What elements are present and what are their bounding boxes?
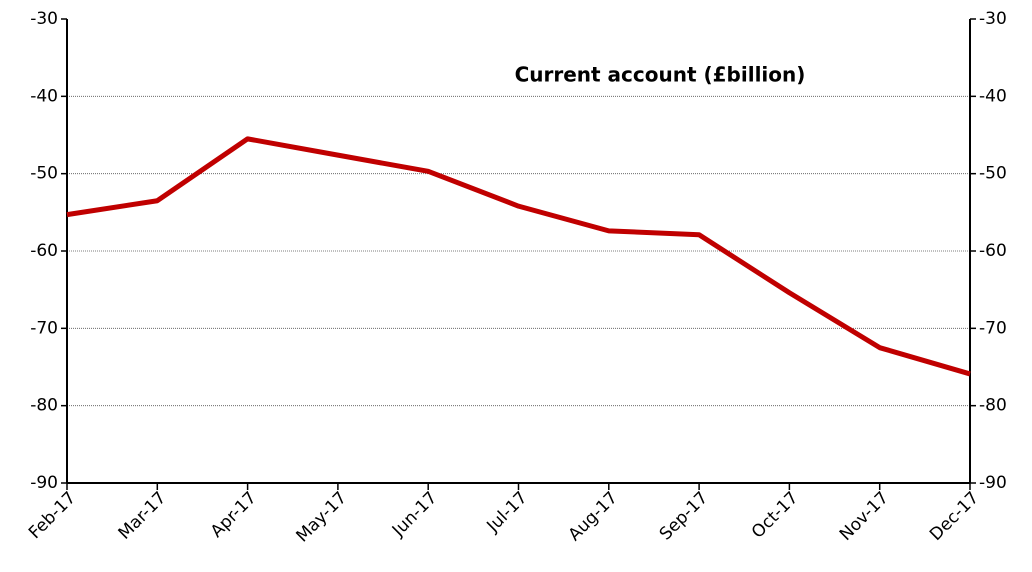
y2-tick-label: -30	[979, 9, 1007, 29]
y-tick-label: -30	[30, 9, 58, 29]
y2-tick-label: -70	[979, 318, 1007, 338]
x-tick-label: Aug-17	[565, 488, 622, 545]
x-tick-label: Sep-17	[656, 488, 712, 544]
y2-tick-label: -40	[979, 86, 1007, 106]
y-tick-label: -80	[30, 396, 58, 416]
x-tick-label: Dec-17	[926, 488, 983, 545]
x-tick-label: Jun-17	[388, 488, 441, 541]
y2-tick-label: -50	[979, 164, 1007, 184]
y2-tick-label: -60	[979, 241, 1007, 261]
x-tick-label: Apr-17	[207, 488, 261, 542]
y-tick-label: -70	[30, 318, 58, 338]
y-tick-label: -50	[30, 164, 58, 184]
x-tick-label: Jul-17	[483, 488, 532, 537]
y2-tick-label: -80	[979, 396, 1007, 416]
chart-title: Current account (£billion)	[515, 63, 806, 87]
x-tick-label: May-17	[293, 488, 351, 546]
x-tick-label: Nov-17	[836, 488, 893, 545]
x-tick-label: Feb-17	[25, 488, 80, 543]
x-tick-label: Mar-17	[115, 488, 171, 544]
data-line	[66, 136, 971, 377]
y-tick-label: -40	[30, 86, 58, 106]
y-tick-label: -60	[30, 241, 58, 261]
y-tick-label: -90	[30, 473, 58, 493]
x-tick-label: Oct-17	[748, 488, 803, 543]
y2-tick-label: -90	[979, 473, 1007, 493]
